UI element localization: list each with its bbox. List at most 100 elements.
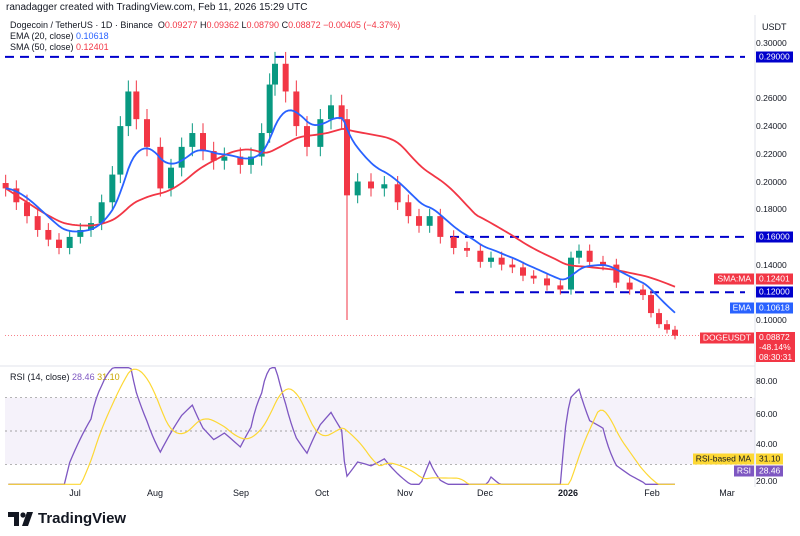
rsi-ma-line (8, 368, 675, 485)
candle-body (530, 275, 537, 279)
ema-label[interactable]: EMA (20, close) (10, 31, 74, 41)
ema-tag: EMA (729, 302, 754, 314)
last-change-pct: -48.14% (759, 342, 791, 352)
candle-body (109, 174, 116, 203)
candle-body (282, 63, 289, 92)
candle-body (66, 236, 73, 248)
time-tick: Feb (644, 488, 660, 498)
candle-body (544, 278, 550, 286)
candle-body (576, 250, 582, 258)
candle-body (338, 105, 345, 120)
candle-body (178, 146, 185, 168)
candle-body (125, 91, 132, 127)
candle-body (210, 151, 217, 161)
candle-body (34, 216, 41, 230)
candle-body (56, 239, 62, 248)
candle-body (613, 264, 620, 283)
price-tick: 0.30000 (756, 38, 787, 48)
candle-body (2, 183, 9, 189)
candle-body (600, 261, 606, 265)
price-tick: 0.22000 (756, 148, 787, 159)
ema-price-tag: 0.10618 (756, 302, 793, 314)
candle-body (168, 167, 174, 189)
candle-body (133, 91, 140, 120)
candle-body (568, 257, 574, 290)
change-value: −0.00405 (−4.37%) (323, 20, 401, 30)
time-tick: Dec (476, 488, 494, 498)
candle-body (98, 202, 105, 224)
rsi-tick: 40.00 (756, 438, 778, 449)
bar-countdown: 08:30:31 (759, 352, 793, 362)
rsi-line (8, 367, 675, 485)
candle-body (317, 119, 324, 147)
rsi-legend: RSI (14, close) 28.46 31.10 (10, 372, 120, 382)
rsi-ma-price-tag: 31.10 (756, 453, 784, 465)
rsi-price-tag: 28.46 (756, 465, 784, 477)
candle-body (189, 133, 196, 147)
time-tick: Nov (396, 488, 414, 498)
brand-name: TradingView (38, 510, 127, 527)
candle-body (144, 119, 150, 147)
level-price-tag: 0.12000 (756, 286, 793, 298)
sma-value: 0.12401 (76, 42, 109, 52)
candle-body (586, 250, 593, 262)
rsi-value: 28.46 (72, 372, 95, 382)
price-tick: 0.14000 (756, 259, 787, 270)
time-tick: 2026 (557, 488, 579, 498)
candle-body (293, 91, 300, 127)
open-value: 0.09277 (164, 20, 198, 30)
time-tick: Sep (232, 488, 250, 498)
candle-body (237, 156, 244, 165)
candle-body (648, 295, 654, 314)
candle-body (450, 236, 457, 248)
candle-body (416, 216, 422, 226)
time-tick: Aug (146, 488, 164, 498)
candle-body (266, 84, 273, 134)
rsi-tick: 60.00 (756, 409, 778, 420)
candle-body (248, 156, 254, 165)
high-value: 0.09362 (206, 20, 240, 30)
low-value: 0.08790 (246, 20, 280, 30)
rsi-tag: RSI (733, 465, 754, 477)
candle-body (272, 63, 278, 85)
price-tick: 0.20000 (756, 176, 787, 187)
candle-body (405, 202, 412, 217)
sma-line (5, 128, 676, 288)
credit-text: ranadagger created with TradingView.com,… (6, 2, 308, 13)
tradingview-logo-icon (8, 511, 33, 526)
candle-body (656, 313, 662, 325)
ema-line (5, 109, 676, 314)
time-tick: Oct (314, 488, 330, 498)
sma-label[interactable]: SMA (50, close) (10, 42, 74, 52)
rsi-tick: 80.00 (756, 376, 778, 386)
candle-body (344, 119, 350, 196)
rsi-tick: 20.00 (756, 476, 778, 486)
sma-price-tag: 0.12401 (756, 273, 793, 285)
candle-body (88, 223, 94, 230)
level-price-tag: 0.29000 (756, 51, 793, 63)
candle-body (509, 264, 516, 268)
price-tick: 0.26000 (756, 93, 787, 104)
rsi-ma-tag: RSI-based MA (692, 453, 754, 465)
candle-body (557, 285, 564, 290)
close-value: 0.08872 (288, 20, 321, 30)
candle-body (640, 289, 646, 296)
last-price: 0.08872 (759, 332, 790, 342)
tradingview-logo[interactable]: TradingView (8, 510, 126, 527)
ema-value: 0.10618 (76, 31, 109, 41)
candle-body (368, 181, 374, 189)
time-tick: Mar (719, 488, 735, 498)
symbol-title[interactable]: Dogecoin / TetherUS · 1D · Binance (10, 20, 153, 30)
candle-body (24, 202, 30, 217)
last-price-box: 0.08872 -48.14% 08:30:31 (756, 332, 796, 362)
candle-body (200, 133, 206, 152)
rsi-ma-value: 31.10 (97, 372, 120, 382)
candle-body (520, 267, 526, 276)
candle-body (221, 156, 228, 161)
currency-label: USDT (762, 22, 787, 32)
candle-body (157, 146, 164, 189)
candle-body (426, 216, 433, 226)
rsi-label[interactable]: RSI (14, close) (10, 372, 70, 382)
candle-body (672, 329, 678, 336)
